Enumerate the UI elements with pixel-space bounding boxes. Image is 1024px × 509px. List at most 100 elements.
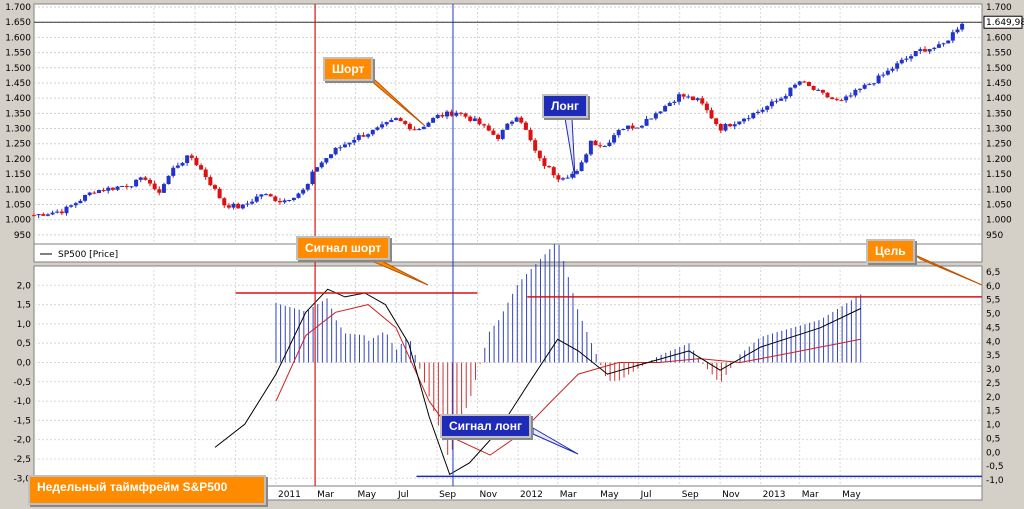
price-y-tick-label: 1.150 [5,170,31,180]
candle-body [324,158,329,163]
macd-y-tick-label: 1,0 [17,320,32,330]
candle-body [277,201,282,203]
candle-body [55,211,60,213]
candle-body [222,198,227,206]
candle-body [783,96,788,99]
candle-body [115,186,120,190]
candle-body [542,158,547,167]
price-y-tick-label: 1.100 [5,185,31,195]
candle-body [737,121,742,125]
candle-body [486,125,491,131]
candle-body [839,100,844,102]
candle-body [690,96,695,101]
candle-body [950,32,955,41]
candle-body [59,211,64,214]
candle-body [556,175,561,180]
candle-body [477,118,482,125]
candle-body [649,118,654,120]
candle-body [194,157,199,166]
candle-body [663,106,668,112]
signal-long-pointer [532,427,579,455]
candle-body [315,167,320,172]
candle-body [519,117,524,123]
short-callout: Шорт [323,57,374,81]
candle-body [500,129,505,139]
candle-body [87,192,92,196]
candle-body [106,187,111,191]
candle-body [616,130,621,136]
x-tick-label: Mar [802,490,819,500]
macd-panel: 2,01,51,00,50,0-0,5-1,0-1,5-2,0-2,5-3,0 … [13,243,1004,487]
price-y-tick-label: 950 [14,231,31,241]
candle-body [310,171,315,184]
candle-body [788,87,793,97]
candle-body [820,89,825,93]
candle-body [509,121,514,124]
candle-body [505,123,510,130]
candle-body [496,134,501,139]
candle-body [431,118,436,123]
macd-y-tick-label: -1,5 [13,416,31,426]
candle-body [175,165,180,168]
candle-body [417,129,422,131]
macd-y-tick-label: -3,0 [13,474,31,484]
candle-body [806,81,811,86]
price-y-tick-label: 1.700 [5,3,31,13]
candle-body [78,200,83,204]
candle-body [653,113,658,119]
x-tick-label: May [842,490,861,500]
candle-body [185,155,190,164]
candle-body [635,127,640,129]
candle-body [157,189,162,193]
candle-body [421,126,426,130]
macd-y-tick-label: -2,5 [13,455,31,465]
price-y-tick-label: 1.000 [5,216,31,226]
long-callout: Лонг [542,94,588,118]
candle-body [895,63,900,69]
macd-y-tick-label: -0,5 [13,378,31,388]
candle-body [667,102,672,107]
macd-y-tick-label-right: 6,0 [986,282,1001,292]
candle-body [245,203,250,205]
price-y-tick-label-right: 1.250 [986,140,1012,150]
candle-body [742,118,747,122]
footer-label: Недельный таймфрейм S&P500 [28,475,266,505]
candle-body [639,125,644,128]
candle-body [607,142,612,147]
candle-body [491,130,496,135]
candle-body [454,112,459,116]
signal-long-callout: Сигнал лонг [440,414,531,438]
price-y-tick-label: 1.400 [5,94,31,104]
macd-y-tick-label-right: 1,5 [986,407,1000,417]
candle-body [236,203,241,209]
macd-y-tick-label: -2,0 [13,436,31,446]
candle-body [171,167,176,176]
candle-body [143,177,148,180]
footer-label-text: Недельный таймфрейм S&P500 [37,480,228,494]
macd-y-tick-label-right: 5,5 [986,296,1000,306]
candle-body [802,81,807,83]
candle-body [732,124,737,127]
price-y-tick-label-right: 1.050 [986,201,1012,211]
last-price-box [983,15,1023,29]
candle-body [621,128,626,131]
target-callout-label: Цель [875,244,906,258]
macd-y-tick-label-right: 6,5 [986,268,1000,278]
candle-body [881,74,886,76]
candle-body [64,206,69,214]
macd-y-tick-label-right: 5,0 [986,310,1001,320]
candle-body [848,95,853,97]
candle-body [811,85,816,90]
candle-body [208,177,213,186]
candle-body [677,94,682,102]
candle-body [41,214,46,216]
candle-body [922,49,927,52]
price-panel: 1.649,98 950 1.000 1.050 1.100 1.150 1.200 1.2… [5,3,1024,245]
candle-body [528,129,533,141]
candle-body [129,186,134,188]
candle-body [760,109,765,112]
candle-body [250,201,255,204]
candle-body [644,118,649,126]
macd-y-tick-label-right: -1,0 [986,476,1004,486]
